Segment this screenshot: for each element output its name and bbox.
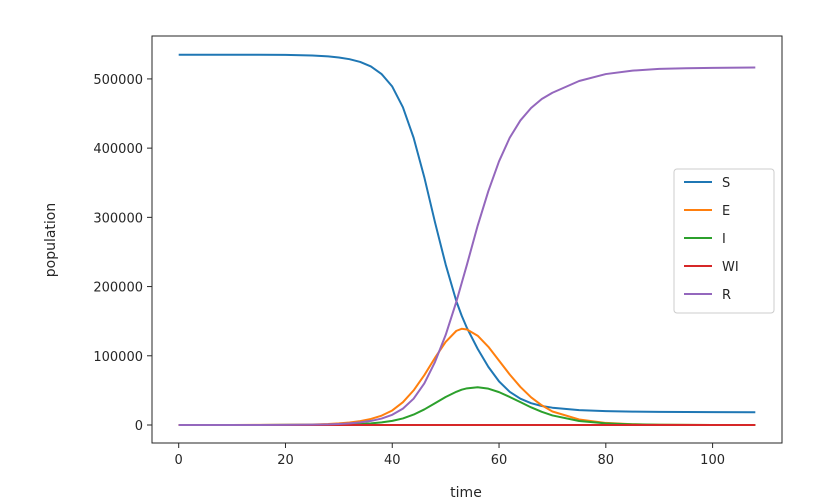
y-tick-label: 400000	[93, 142, 143, 157]
legend-label-e: E	[722, 204, 730, 219]
plot-lines	[178, 53, 756, 426]
legend-label-wi: WI	[722, 260, 739, 275]
y-axis-label: population	[43, 203, 59, 278]
series-line-i	[178, 386, 756, 426]
y-tick-label: 300000	[93, 211, 143, 226]
series-line-s	[178, 53, 756, 414]
y-tick-label: 0	[135, 419, 143, 434]
x-tick-label: 100	[700, 453, 725, 468]
legend-label-r: R	[722, 288, 731, 303]
x-tick-label: 60	[491, 453, 508, 468]
x-tick-label: 0	[175, 453, 183, 468]
legend: SEI WI R	[673, 168, 775, 314]
legend-label-s: S	[722, 176, 730, 191]
legend-frame	[673, 168, 775, 314]
legend-label-i: I	[722, 232, 726, 247]
series-line-e	[178, 327, 756, 426]
y-tick-label: 200000	[93, 281, 143, 296]
y-axis-ticks: 0 100000 200000 300000 400000 500000	[93, 73, 152, 434]
x-tick-label: 80	[598, 453, 615, 468]
y-tick-label: 500000	[93, 73, 143, 88]
y-tick-label: 100000	[93, 350, 143, 365]
x-tick-label: 40	[384, 453, 401, 468]
x-axis-label: time	[450, 485, 482, 501]
x-axis-ticks: 0 20 40 60 80 100	[175, 443, 725, 468]
x-tick-label: 20	[277, 453, 294, 468]
plot-frame	[151, 35, 783, 444]
series-line-r	[178, 66, 756, 426]
